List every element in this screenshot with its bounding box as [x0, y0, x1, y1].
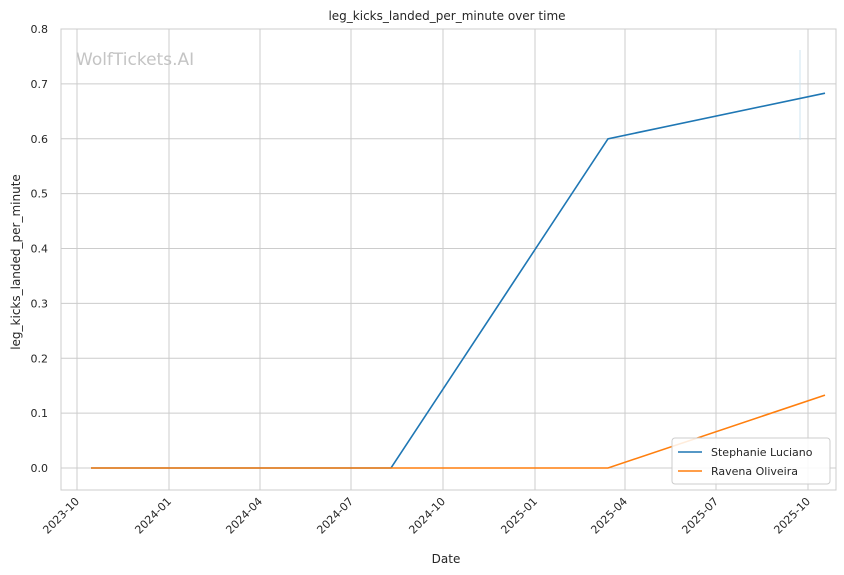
x-tick-label: 2025-04: [588, 495, 630, 537]
y-axis-label: leg_kicks_landed_per_minute: [9, 174, 23, 350]
x-axis-label: Date: [432, 552, 461, 566]
x-tick-label: 2025-10: [771, 495, 813, 537]
plot-area: [60, 28, 837, 491]
x-tick-label: 2025-07: [679, 495, 721, 537]
x-tick-label: 2024-01: [132, 495, 174, 537]
chart-title: leg_kicks_landed_per_minute over time: [328, 9, 565, 23]
x-tick-label: 2024-04: [223, 495, 265, 537]
watermark: WolfTickets.AI: [76, 50, 194, 70]
series-layer: [91, 92, 826, 469]
y-tick-label: 0.5: [31, 188, 49, 201]
y-tick-label: 0.3: [31, 297, 49, 310]
y-tick-label: 0.1: [31, 407, 49, 420]
y-tick-label: 0.6: [31, 133, 49, 146]
x-tick-label: 2024-07: [314, 495, 356, 537]
series-line-1: [91, 394, 826, 469]
y-tick-label: 0.4: [31, 243, 49, 256]
y-tick-label: 0.8: [31, 23, 49, 36]
legend-label: Ravena Oliveira: [711, 465, 798, 478]
y-tick-label: 0.2: [31, 352, 49, 365]
x-tick-label: 2023-10: [40, 495, 82, 537]
y-tick-label: 0.0: [31, 462, 49, 475]
x-tick-label: 2024-10: [406, 495, 448, 537]
legend-box: [671, 437, 831, 485]
grid: [61, 28, 836, 490]
legend: Stephanie Luciano Ravena Oliveira: [671, 437, 831, 485]
x-tick-label: 2025-01: [498, 495, 540, 537]
legend-label: Stephanie Luciano: [711, 446, 813, 459]
y-tick-label: 0.7: [31, 78, 49, 91]
